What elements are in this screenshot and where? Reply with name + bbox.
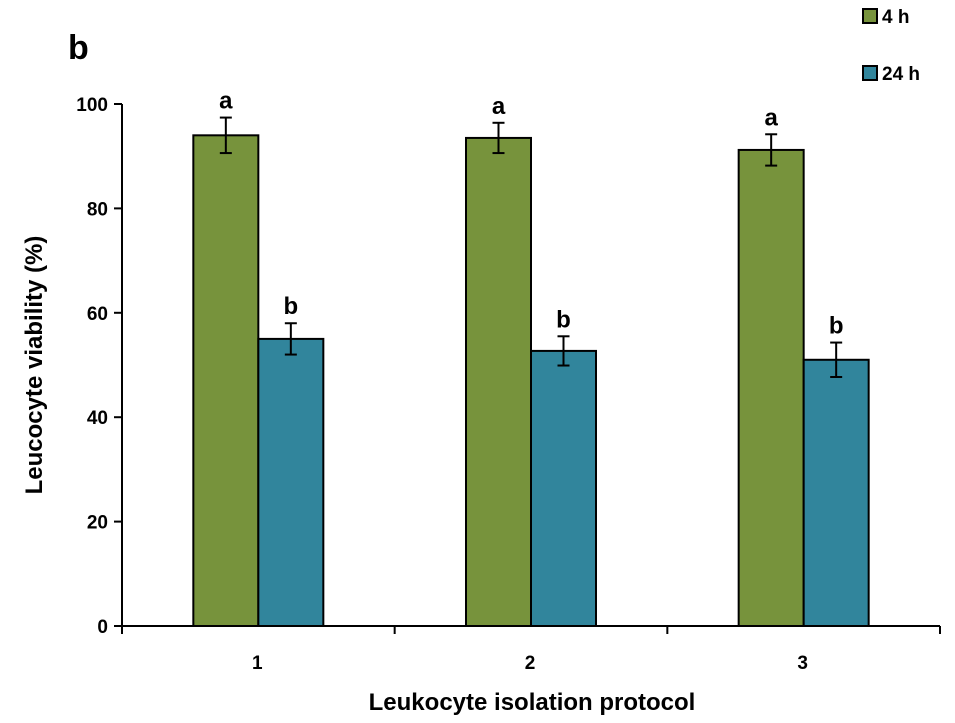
significance-letter: a bbox=[219, 88, 233, 115]
x-tick-label: 1 bbox=[252, 653, 263, 674]
bar bbox=[465, 136, 532, 627]
y-tick-label: 60 bbox=[87, 304, 108, 325]
y-tick-label: 40 bbox=[87, 408, 108, 429]
significance-letter: a bbox=[492, 93, 506, 120]
legend-label-24h: 24 h bbox=[882, 64, 920, 85]
legend-item-4h: 4 h bbox=[862, 7, 909, 28]
y-tick-label: 100 bbox=[76, 95, 108, 116]
bar bbox=[530, 349, 597, 627]
significance-letter: b bbox=[556, 306, 571, 333]
bar bbox=[257, 337, 325, 627]
bar bbox=[802, 358, 870, 627]
legend-swatch-4h bbox=[862, 8, 878, 24]
x-tick-label: 3 bbox=[797, 653, 808, 674]
legend-label-4h: 4 h bbox=[882, 7, 909, 28]
legend-swatch-24h bbox=[862, 65, 878, 81]
legend-item-24h: 24 h bbox=[862, 64, 920, 85]
panel-label: b bbox=[68, 29, 89, 67]
legend: 4 h 24 h bbox=[862, 7, 920, 85]
plot-area: 0 20 40 60 80 100 1 a b 2 a b 3 a b bbox=[76, 88, 941, 674]
x-axis-title: Leukocyte isolation protocol bbox=[369, 689, 696, 716]
significance-letter: b bbox=[283, 293, 298, 320]
y-axis-title: Leucocyte viability (%) bbox=[21, 236, 48, 495]
bar bbox=[192, 134, 260, 627]
y-tick-label: 80 bbox=[87, 199, 108, 220]
significance-letter: a bbox=[764, 104, 778, 131]
y-tick-label: 0 bbox=[97, 617, 108, 638]
y-tick-label: 20 bbox=[87, 513, 108, 534]
bar bbox=[737, 148, 805, 627]
x-tick-label: 2 bbox=[525, 653, 536, 674]
significance-letter: b bbox=[829, 313, 844, 340]
